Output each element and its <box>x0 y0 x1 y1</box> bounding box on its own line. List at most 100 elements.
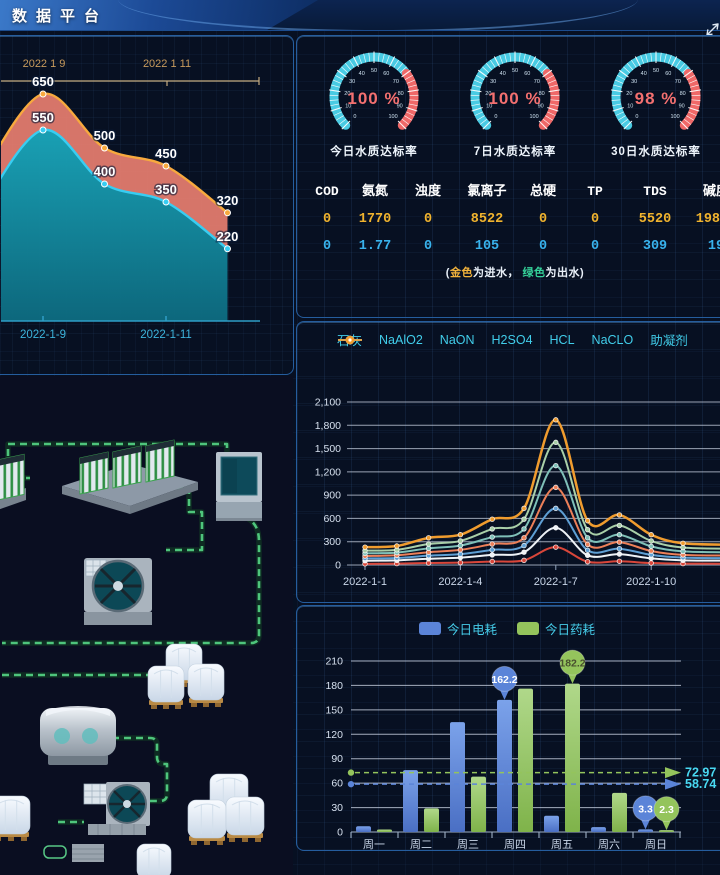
svg-text:50: 50 <box>371 68 377 74</box>
process-flow-scene[interactable] <box>0 376 293 875</box>
column-header: TDS <box>643 184 667 199</box>
table-cell: 0 <box>423 238 433 254</box>
dosing-trend-panel: 石灰NaAlO2NaONH2SO4HCLNaCLO助凝剂 03006009001… <box>296 321 720 603</box>
legend-label: NaAlO2 <box>379 332 423 347</box>
storage-tank <box>216 452 262 521</box>
note-text: 为出水) <box>545 266 585 279</box>
svg-text:100: 100 <box>529 114 538 120</box>
table-cell: 19800 <box>695 211 720 227</box>
svg-text:40: 40 <box>641 71 647 77</box>
table-color-note: (金色为进水， 绿色为出水) <box>297 264 720 280</box>
svg-text:100 %: 100 % <box>347 89 400 108</box>
svg-text:2022-1-1: 2022-1-1 <box>343 576 387 588</box>
chemical-bag <box>136 843 172 875</box>
legend-item-NaCLO[interactable]: NaCLO <box>338 330 633 349</box>
svg-text:1,500: 1,500 <box>315 443 341 455</box>
page-title: 数据平台 <box>12 8 109 25</box>
svg-text:500: 500 <box>94 128 116 143</box>
legend-item-H2SO4[interactable]: H2SO4 <box>338 330 533 349</box>
svg-text:2,100: 2,100 <box>315 397 341 409</box>
legend-swatch <box>517 622 539 635</box>
membrane-platform <box>62 439 198 514</box>
svg-text:2022-1-4: 2022-1-4 <box>438 576 482 588</box>
column-header: COD <box>315 184 339 199</box>
table-cell: 1770 <box>358 211 392 227</box>
gauge-title: 30日水质达标率 <box>611 146 701 158</box>
svg-text:350: 350 <box>155 182 177 197</box>
legend-label: NaON <box>439 332 475 347</box>
legend-label: 助凝剂 <box>650 334 688 348</box>
membrane-rack <box>0 453 26 510</box>
svg-text:80: 80 <box>398 91 404 97</box>
table-cell: 309 <box>642 238 668 254</box>
legend-item-今日药耗[interactable]: 今日药耗 <box>517 619 595 638</box>
svg-text:0: 0 <box>337 827 343 839</box>
svg-text:70: 70 <box>675 79 681 85</box>
table-cell: 0 <box>538 211 548 227</box>
note-gold-label: 金色 <box>449 266 473 279</box>
svg-text:900: 900 <box>323 490 341 502</box>
svg-text:80: 80 <box>539 91 545 97</box>
svg-text:50: 50 <box>512 68 518 74</box>
inlet-outlet-area-chart[interactable]: 2022 1 9 2022 1 11 650 500 450 320 550 400 350 22… <box>1 36 293 350</box>
table-cell: 1.77 <box>358 238 392 254</box>
chemical-bag <box>225 796 265 842</box>
column-header: 总硬 <box>529 184 556 199</box>
svg-text:2022-1-10: 2022-1-10 <box>626 576 676 588</box>
value-pin-marker: 2.3 <box>653 796 680 831</box>
svg-text:90: 90 <box>538 103 544 109</box>
svg-text:20: 20 <box>485 91 491 97</box>
table-cell: 0 <box>322 238 332 254</box>
svg-text:70: 70 <box>534 79 540 85</box>
svg-text:30: 30 <box>490 79 496 85</box>
svg-text:90: 90 <box>397 103 403 109</box>
svg-text:50: 50 <box>653 68 659 74</box>
legend-item-NaON[interactable]: NaON <box>338 330 475 349</box>
consumption-bar-chart[interactable]: 0 30 60 90 120 150 180 210 周一 周二 周三 周四 周五 周六 周日 72.9758… <box>297 606 720 850</box>
svg-text:550: 550 <box>32 110 54 125</box>
equipment-block <box>43 844 104 862</box>
svg-text:650: 650 <box>32 74 54 89</box>
legend-label: 今日药耗 <box>545 623 596 637</box>
svg-text:0: 0 <box>635 114 638 120</box>
consumption-panel: 今日电耗 今日药耗 0 30 60 90 120 150 180 210 周一 周二 周三 周四 周五 周六… <box>296 605 720 851</box>
svg-text:60: 60 <box>665 71 671 77</box>
svg-text:600: 600 <box>323 513 341 525</box>
value-pin-marker: 162.2 <box>491 665 518 700</box>
svg-text:98 %: 98 % <box>635 89 678 108</box>
legend-swatch <box>418 622 441 635</box>
svg-text:90: 90 <box>679 103 685 109</box>
svg-text:2022-1-11: 2022-1-11 <box>140 329 192 341</box>
legend-item-HCL[interactable]: HCL <box>338 330 575 349</box>
inlet-outlet-trend-panel: 2022 1 9 2022 1 11 650 500 450 320 550 400 350 22… <box>0 35 294 375</box>
svg-text:0: 0 <box>494 114 497 120</box>
svg-text:30: 30 <box>631 79 637 85</box>
dosing-line-chart[interactable]: 0 300 600 900 1,200 1,500 1,800 2,100 2022-1-1 20… <box>297 378 720 602</box>
value-pin-marker: 182.2 <box>559 649 586 684</box>
legend-label: HCL <box>549 332 575 347</box>
chemical-bag <box>187 663 225 707</box>
dosing-machine <box>40 706 116 765</box>
chemical-bag <box>187 799 227 845</box>
chemical-bag <box>147 665 185 709</box>
svg-text:周三: 周三 <box>457 838 479 850</box>
svg-text:1,800: 1,800 <box>315 420 341 432</box>
svg-text:180: 180 <box>325 680 343 692</box>
legend-item-NaAlO2[interactable]: NaAlO2 <box>338 330 423 349</box>
legend-item-今日电耗[interactable]: 今日电耗 <box>418 619 497 638</box>
chemical-bag <box>0 795 31 841</box>
legend-item-助凝剂[interactable]: 助凝剂 <box>338 330 688 349</box>
expand-arrows-icon[interactable] <box>705 22 720 37</box>
water-quality-panel: 0 10 20 30 40 50 60 70 80 90 100 100 % 今日水质达标率 0 10 20 3… <box>296 35 720 318</box>
gauge-7日水质达标率: 0 10 20 30 40 50 60 70 80 90 100 100 % 7日水质达标率 <box>446 42 584 159</box>
svg-text:58.74: 58.74 <box>685 777 716 791</box>
svg-text:0: 0 <box>335 560 341 572</box>
svg-text:周一: 周一 <box>363 838 385 850</box>
svg-text:60: 60 <box>331 778 343 790</box>
svg-text:162.2: 162.2 <box>491 674 517 686</box>
svg-text:1,200: 1,200 <box>315 466 341 478</box>
svg-text:周四: 周四 <box>504 838 526 850</box>
column-header: 氯离子 <box>467 184 507 199</box>
